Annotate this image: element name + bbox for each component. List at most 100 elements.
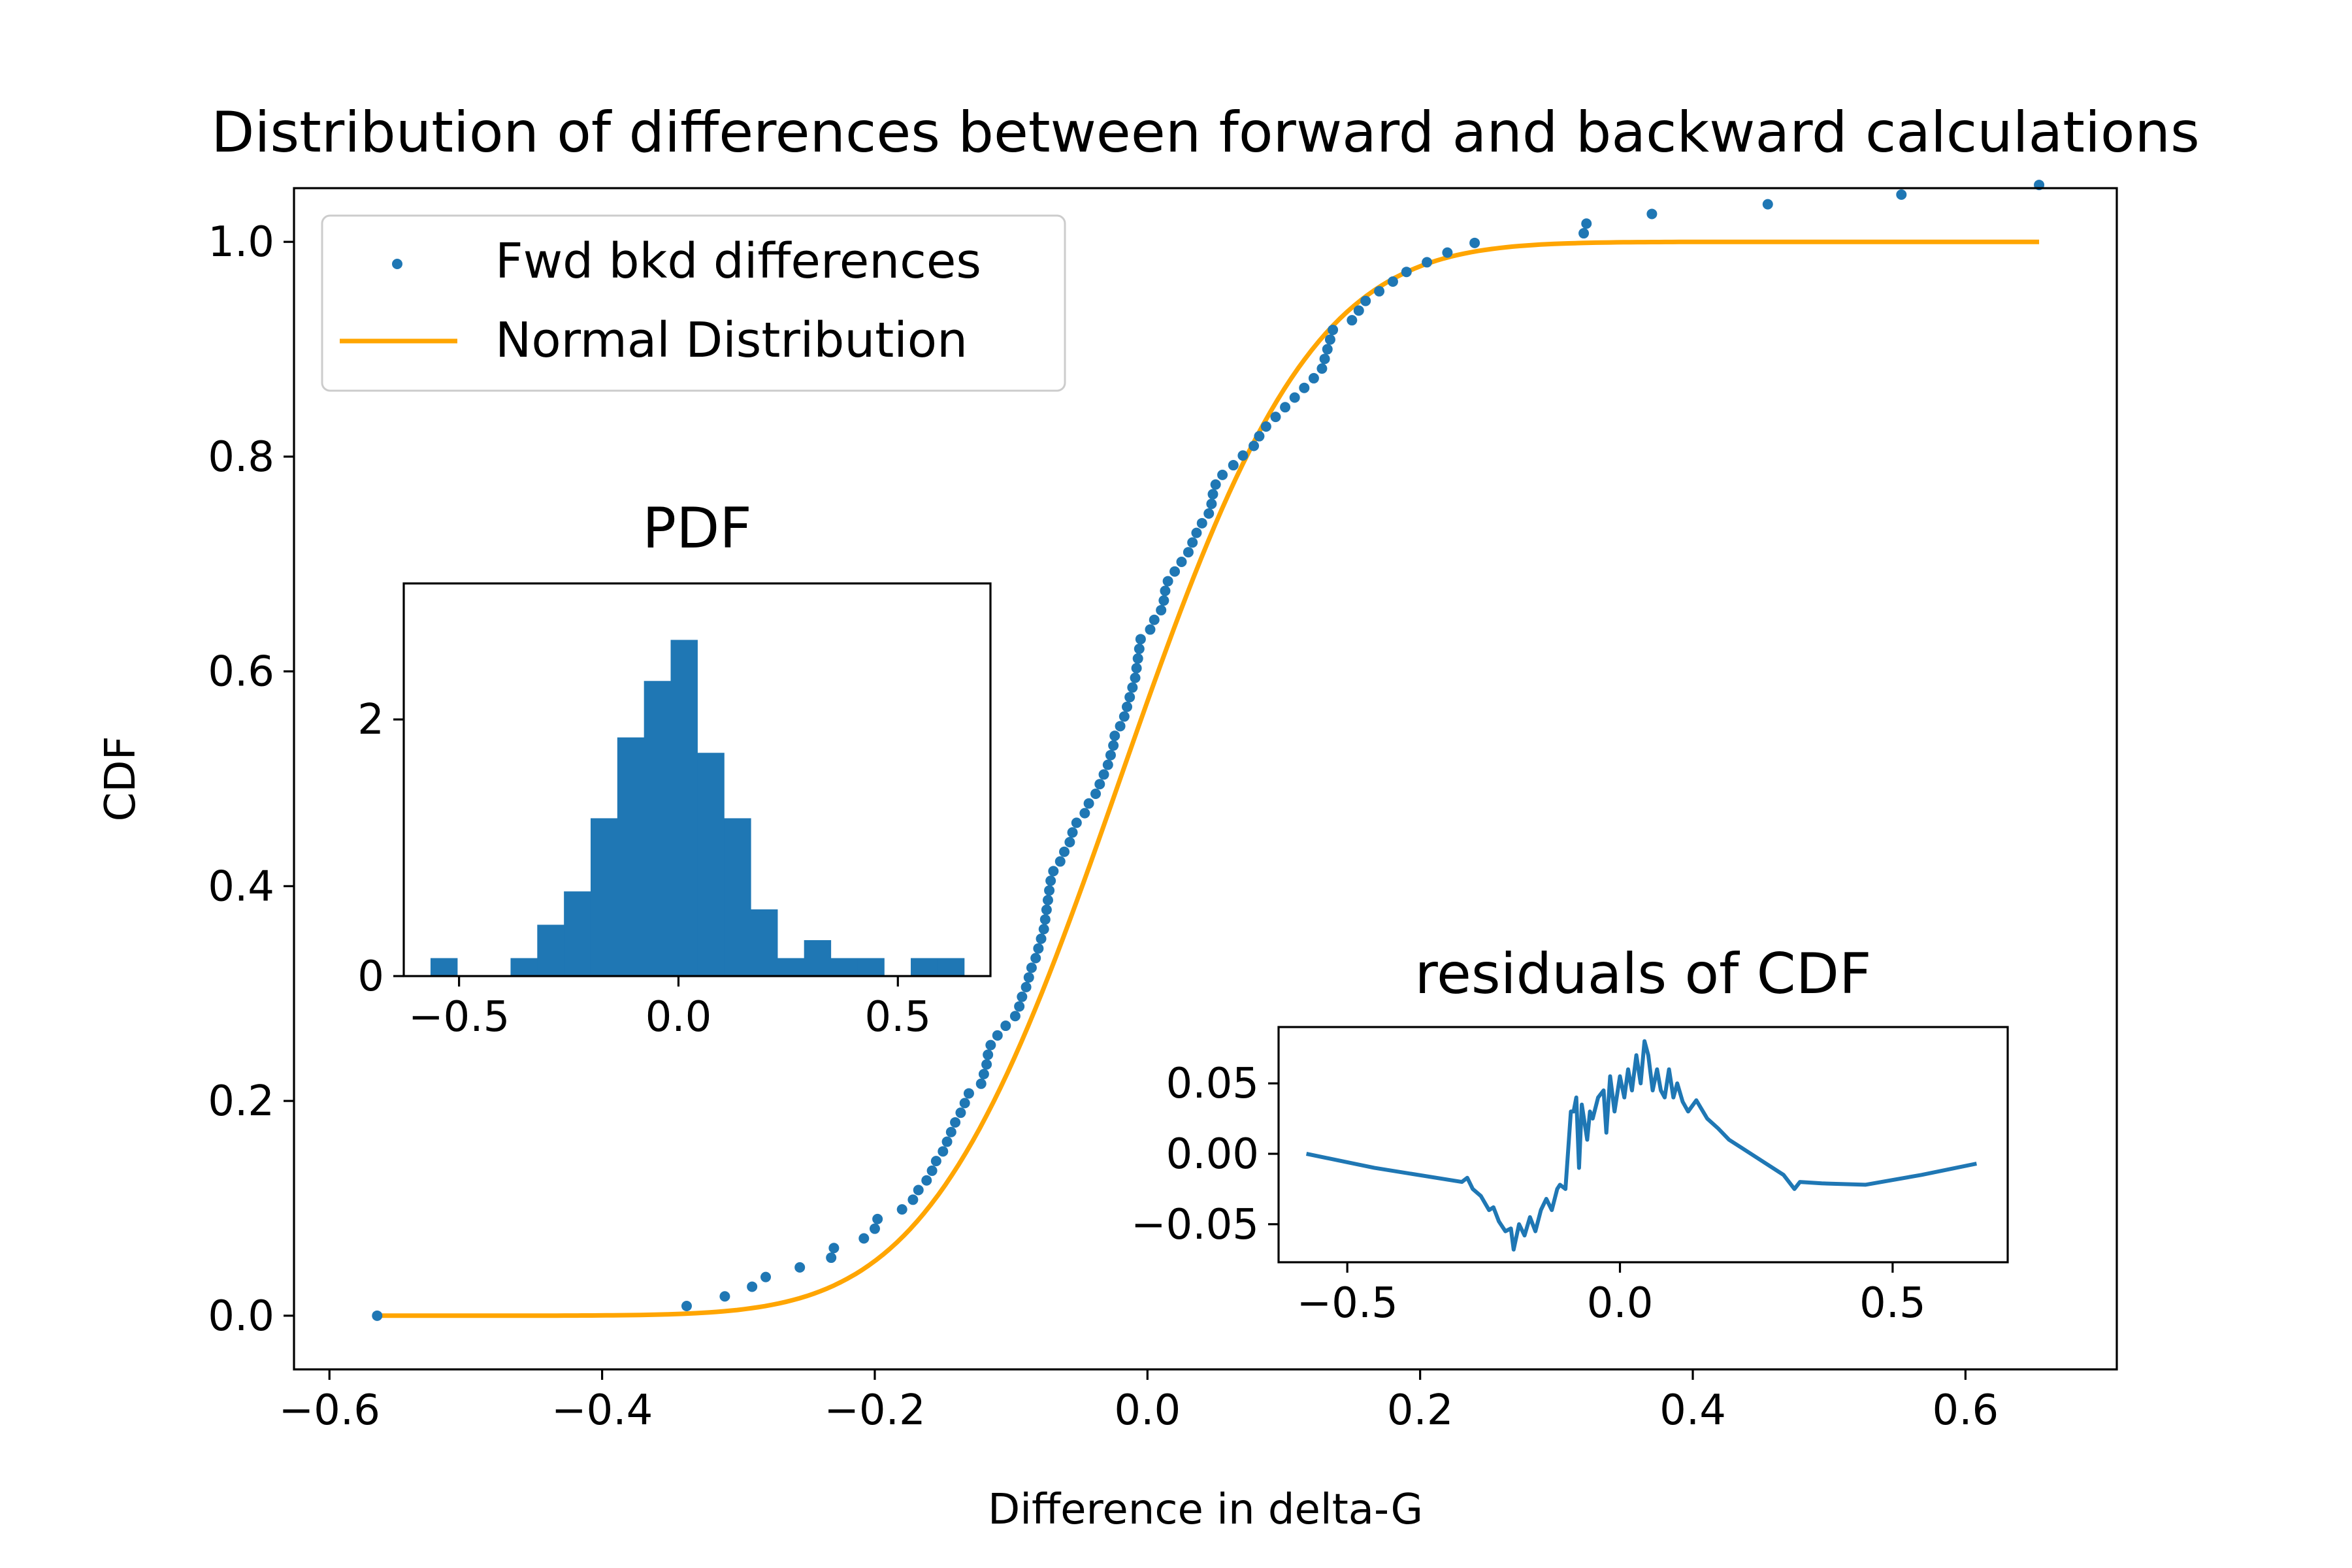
main-x-tick-label: 0.6	[1932, 1386, 1999, 1435]
scatter-point	[1079, 808, 1090, 819]
main-x-axis-label: Difference in delta-G	[988, 1486, 1423, 1534]
histogram-bar	[430, 958, 458, 976]
histogram-bar	[670, 640, 698, 976]
scatter-point	[1067, 827, 1078, 838]
scatter-point	[1322, 344, 1333, 355]
scatter-point	[1280, 402, 1291, 413]
scatter-point	[1158, 595, 1169, 606]
scatter-point	[828, 1243, 840, 1254]
scatter-point	[1023, 972, 1034, 983]
main-x-tick-label: −0.6	[279, 1386, 380, 1435]
scatter-point	[858, 1233, 870, 1244]
residuals-x-tick-label: 0.5	[1859, 1279, 1926, 1328]
fwd-bkd-scatter-points	[372, 180, 2045, 1321]
scatter-point	[1009, 1011, 1021, 1022]
residuals-line	[1305, 1039, 1977, 1252]
scatter-point	[985, 1039, 996, 1051]
histogram-bar	[857, 958, 885, 976]
main-x-tick-label: −0.2	[824, 1386, 925, 1435]
residuals-y-tick-label: 0.05	[1166, 1060, 1260, 1108]
residuals-curve	[1305, 1039, 1977, 1252]
scatter-point	[1270, 412, 1281, 423]
scatter-point	[1130, 672, 1141, 683]
main-title: Distribution of differences between forw…	[211, 100, 2200, 165]
scatter-point	[1131, 662, 1142, 674]
scatter-point	[1041, 904, 1052, 915]
pdf-x-tick-label: 0.0	[645, 993, 712, 1041]
scatter-point	[1090, 789, 1102, 800]
main-y-tick-label: 0.8	[208, 433, 274, 482]
scatter-point	[1324, 334, 1335, 345]
scatter-point	[1319, 353, 1330, 365]
scatter-point	[1237, 450, 1249, 461]
scatter-point	[1094, 779, 1105, 790]
residuals-inset-frame	[1277, 1026, 2009, 1264]
scatter-point	[1115, 721, 1126, 732]
scatter-point	[1646, 208, 1658, 220]
legend-box	[321, 214, 1066, 392]
residuals-x-tick-label: −0.5	[1296, 1279, 1397, 1328]
scatter-point	[1045, 875, 1056, 887]
scatter-point	[719, 1291, 730, 1302]
pdf-inset-frame	[402, 582, 992, 977]
histogram-bar	[777, 958, 805, 976]
scatter-point	[930, 1156, 941, 1167]
scatter-point	[1401, 267, 1412, 278]
scatter-point	[975, 1078, 987, 1089]
scatter-point	[1228, 460, 1239, 471]
scatter-point	[1176, 556, 1187, 567]
scatter-point	[959, 1098, 970, 1109]
main-y-axis-label: CDF	[97, 736, 145, 822]
residuals-y-ticks: 0.05 0.00 −0.05	[1131, 1060, 1279, 1249]
main-y-tick-label: 0.6	[208, 648, 274, 696]
scatter-point	[1581, 218, 1592, 229]
residuals-inset-axes: residuals of CDF −0.5 0.0 0.5 0.05 0.00 −0.0…	[1131, 941, 2009, 1328]
main-y-tick-label: 0.0	[208, 1292, 274, 1341]
scatter-point	[1132, 653, 1143, 664]
histogram-bar	[617, 737, 645, 976]
scatter-point	[1145, 624, 1156, 635]
scatter-point	[1210, 479, 1221, 490]
scatter-point	[1149, 614, 1160, 625]
scatter-point	[955, 1107, 966, 1119]
scatter-point	[1203, 508, 1215, 519]
scatter-point	[1134, 644, 1145, 655]
pdf-inset-axes: PDF −0.5 0.0 0.5 02	[357, 496, 992, 1041]
histogram-bar	[564, 891, 591, 976]
scatter-point	[1162, 576, 1173, 587]
scatter-point	[1316, 363, 1328, 374]
scatter-point	[1098, 769, 1109, 780]
scatter-point	[1036, 933, 1047, 944]
scatter-point	[981, 1059, 992, 1070]
scatter-point	[983, 1049, 994, 1060]
scatter-point	[1030, 953, 1041, 964]
scatter-point	[1207, 489, 1218, 500]
histogram-bar	[911, 958, 938, 976]
pdf-x-ticks: −0.5 0.0 0.5	[408, 976, 931, 1041]
normal-distribution-curve	[377, 239, 2040, 1318]
scatter-point	[1033, 943, 1044, 954]
scatter-point	[1042, 894, 1053, 906]
scatter-point	[1308, 372, 1319, 384]
pdf-y-ticks: 02	[357, 696, 404, 1001]
scatter-point	[1374, 286, 1385, 297]
scatter-point	[978, 1069, 989, 1079]
scatter-point	[1578, 228, 1590, 239]
pdf-histogram-bars	[430, 640, 965, 976]
legend-label-normal: Normal Distribution	[495, 312, 968, 368]
scatter-point	[926, 1165, 938, 1176]
scatter-point	[896, 1204, 907, 1215]
scatter-point	[1422, 257, 1433, 268]
histogram-bar	[751, 909, 778, 976]
pdf-y-tick-label: 0	[357, 953, 384, 1001]
residuals-y-tick-label: −0.05	[1131, 1201, 1259, 1249]
scatter-point	[1299, 382, 1310, 393]
main-y-tick-label: 0.4	[208, 862, 274, 911]
histogram-bar	[537, 924, 564, 976]
scatter-point	[1353, 305, 1364, 316]
scatter-point	[1206, 498, 1217, 510]
scatter-point	[1387, 276, 1398, 287]
scatter-point	[372, 1310, 383, 1321]
residuals-x-ticks: −0.5 0.0 0.5	[1296, 1262, 1926, 1328]
scatter-point	[1254, 431, 1265, 442]
